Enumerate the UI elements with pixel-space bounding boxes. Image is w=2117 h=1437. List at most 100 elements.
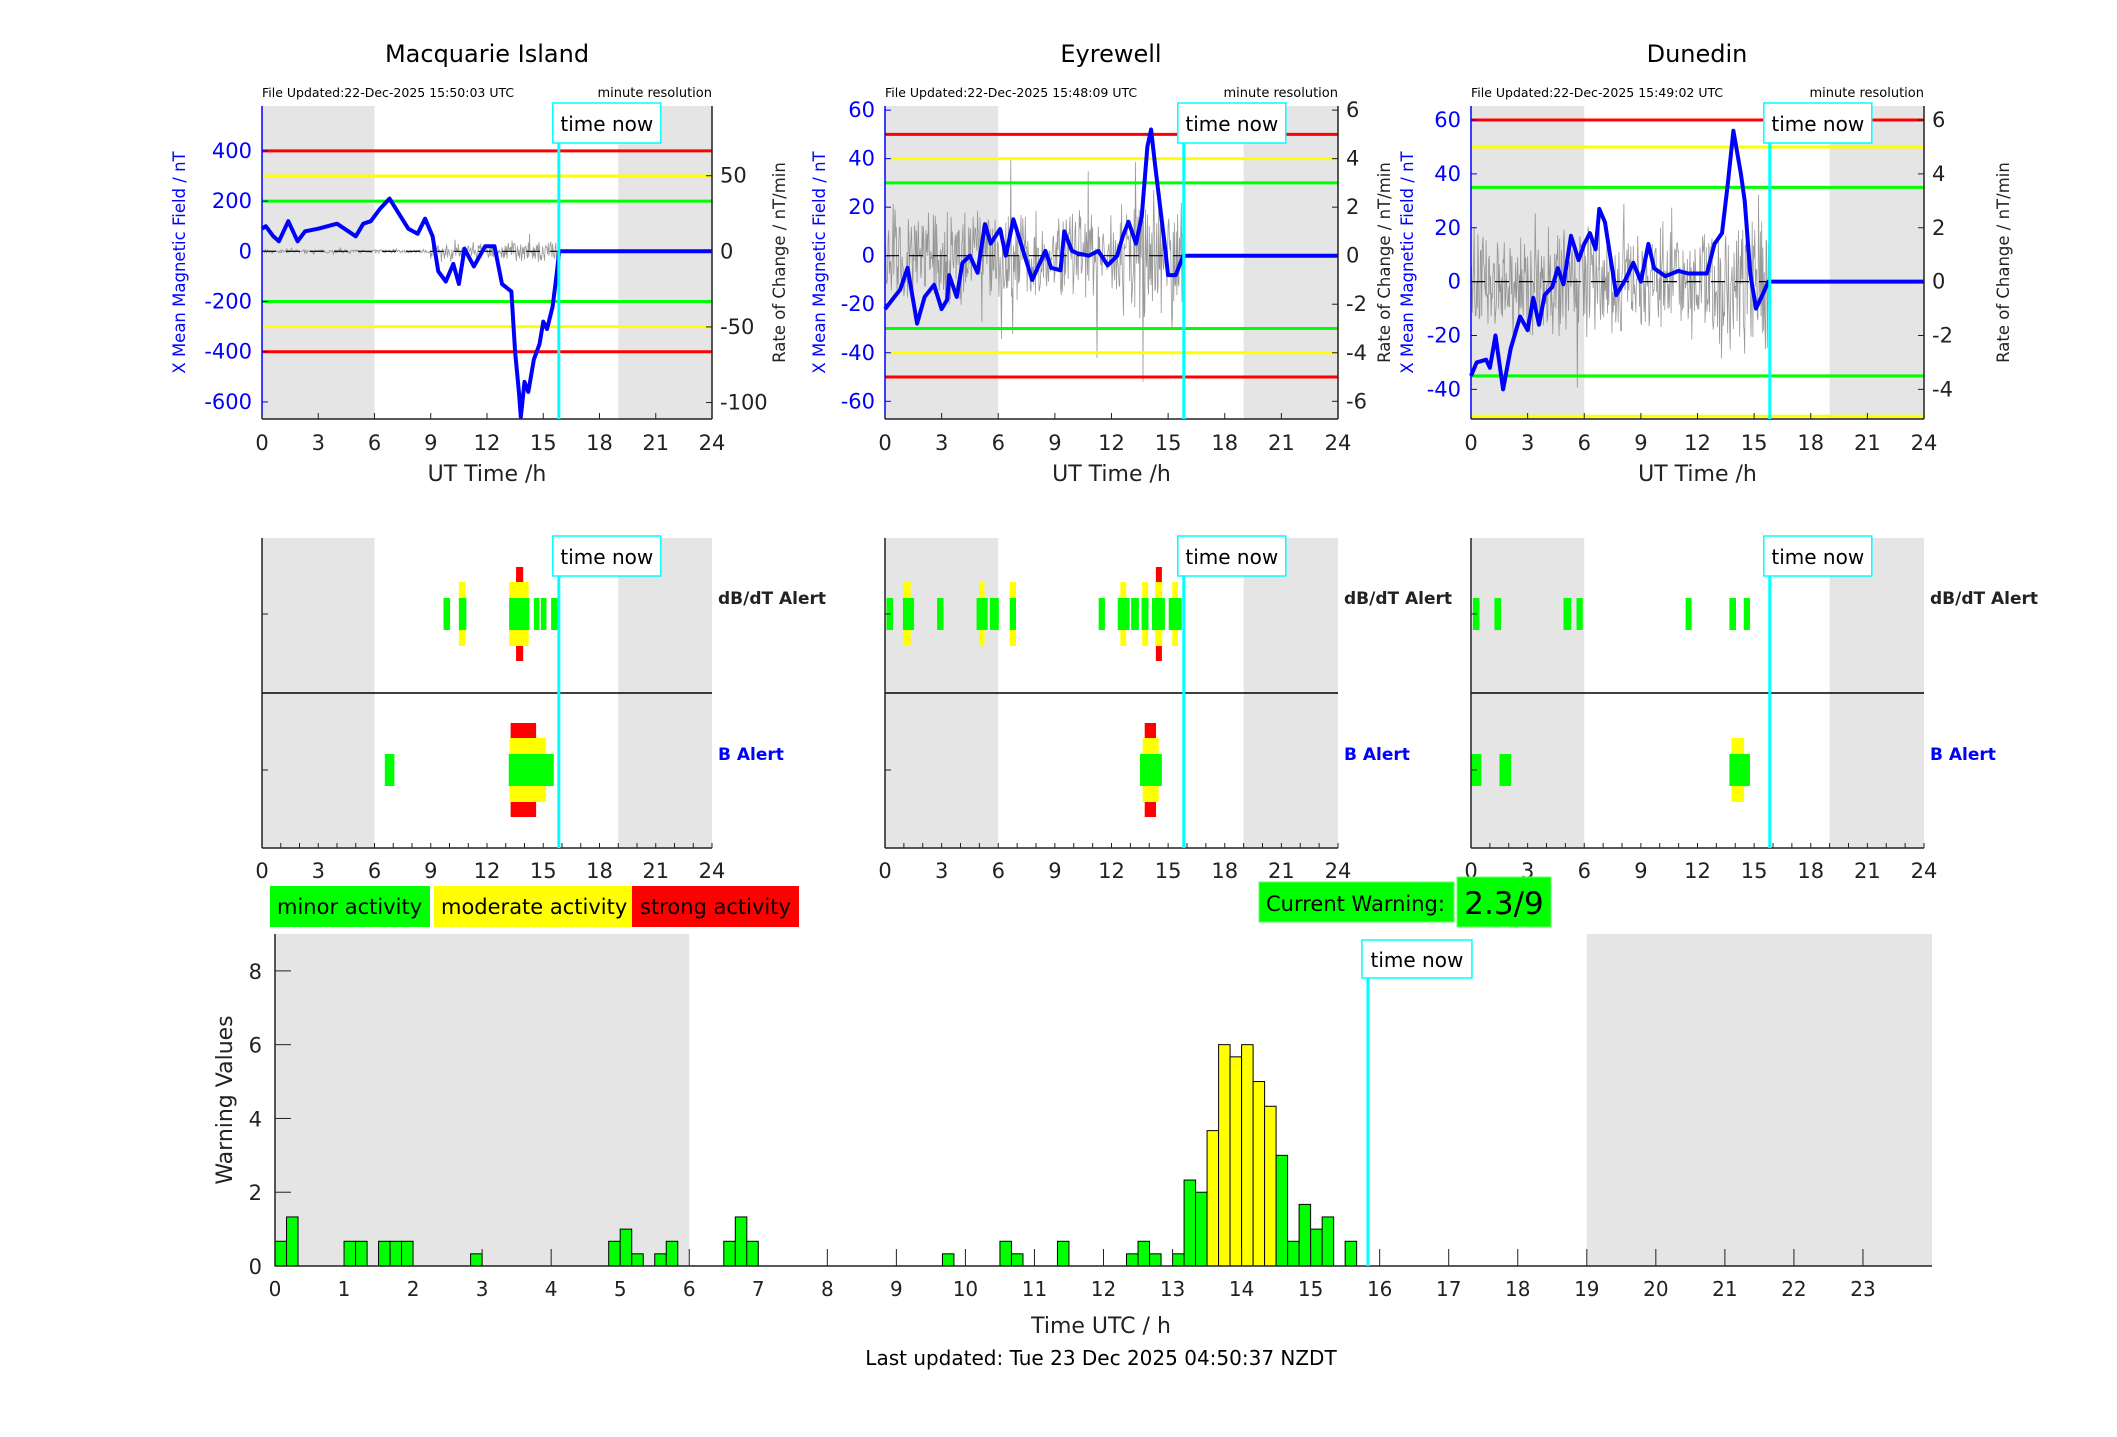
legend-moderate-label: moderate activity (441, 895, 627, 919)
alert-x-tick-label: 15 (1155, 859, 1182, 883)
b-alert-label: B Alert (1344, 745, 1410, 765)
b-alert-label: B Alert (1930, 745, 1996, 765)
warning-bar (1172, 1253, 1185, 1267)
bar-x-tick-label: 12 (1091, 1277, 1116, 1301)
alert-x-tick-label: 3 (935, 859, 948, 883)
time-now-box (1763, 102, 1873, 144)
x-tick-label: 24 (699, 431, 726, 455)
bar-chart-xlabel: Time UTC / h (1030, 1314, 1171, 1339)
left-tick-label: 0 (862, 244, 875, 268)
station-title-macquarie: Macquarie Island (385, 40, 589, 68)
warning-bar (389, 1240, 403, 1267)
left-axis-label: X Mean Magnetic Field / nT (810, 150, 829, 373)
alert-x-tick-label: 6 (992, 859, 1005, 883)
warning-bar (1241, 1044, 1254, 1267)
bar-x-tick-label: 1 (338, 1277, 351, 1301)
alert-x-tick-label: 24 (699, 859, 726, 883)
b-alert-bar-minor (508, 754, 554, 786)
x-tick-label: 6 (992, 431, 1005, 455)
x-tick-label: 24 (1911, 431, 1938, 455)
warning-bar (1056, 1240, 1070, 1267)
left-tick-label: -200 (204, 290, 252, 314)
alert-x-tick-label: 0 (255, 859, 268, 883)
warning-bar (1183, 1179, 1197, 1267)
resolution-text: minute resolution (597, 86, 712, 101)
right-tick-label: -100 (720, 391, 768, 415)
rate-of-change-trace (884, 158, 1184, 382)
x-field-line (883, 127, 1338, 326)
bar-x-tick-label: 18 (1505, 1277, 1530, 1301)
x-tick-label: 0 (255, 431, 268, 455)
alert-panel: 0 3 6 9 12 15 18 21 24 dB/dT Alert B Alert time now (878, 535, 1452, 883)
dbdt-alert-bar-minor (1009, 598, 1016, 630)
warning-bar (631, 1253, 644, 1267)
resolution-text: minute resolution (1809, 86, 1924, 101)
alert-x-tick-label: 15 (530, 859, 557, 883)
alert-x-tick-label: 9 (424, 859, 437, 883)
x-tick-label: 3 (935, 431, 948, 455)
alert-x-tick-label: 21 (642, 859, 669, 883)
dbdt-alert-bar-minor (1743, 598, 1750, 630)
left-tick-label: 40 (848, 147, 875, 171)
bar-x-tick-label: 0 (269, 1277, 282, 1301)
left-tick-label: -20 (1427, 323, 1461, 347)
bar-x-tick-label: 16 (1367, 1277, 1392, 1301)
dbdt-alert-bar-minor (1098, 598, 1105, 630)
left-tick-label: 60 (1434, 108, 1461, 132)
bar-x-tick-label: 19 (1574, 1277, 1599, 1301)
dbdt-alert-bar-minor (1563, 598, 1572, 630)
bar-y-tick-label: 6 (249, 1034, 262, 1058)
warning-bar (343, 1240, 357, 1267)
right-tick-label: 50 (720, 164, 747, 188)
warning-bar (1149, 1253, 1162, 1267)
left-tick-label: 20 (848, 195, 875, 219)
alert-x-tick-label: 0 (878, 859, 891, 883)
alert-x-tick-label: 9 (1634, 859, 1647, 883)
time-now-box (1361, 939, 1473, 979)
time-now-label: time now (560, 545, 653, 569)
warning-bar (401, 1240, 414, 1267)
right-tick-label: -6 (1346, 389, 1367, 413)
bar-y-tick-label: 2 (249, 1181, 262, 1205)
right-axis-label: Rate of Change / nT/min (1994, 162, 2013, 363)
time-now-label: time now (560, 112, 653, 136)
right-tick-label: 0 (720, 239, 733, 263)
station-title-dunedin: Dunedin (1647, 40, 1748, 68)
warning-bar (1252, 1081, 1266, 1267)
warning-bar (1010, 1253, 1024, 1267)
left-tick-label: 40 (1434, 162, 1461, 186)
time-now-box (552, 535, 662, 577)
night-shading (262, 106, 375, 419)
bar-x-tick-label: 13 (1160, 1277, 1185, 1301)
warning-bar (746, 1240, 759, 1267)
bar-y-tick-label: 0 (249, 1255, 262, 1279)
x-axis-label: UT Time /h (428, 462, 547, 487)
station-panel-0: 400 200 0 -200 -400 -600 50 0 -50 -100 0 3 6 9 12 15 18 2… (170, 85, 826, 883)
dbdt-alert-label: dB/dT Alert (1344, 589, 1452, 609)
time-now-box (1763, 535, 1873, 577)
legend-minor-label: minor activity (277, 895, 422, 919)
current-warning: Current Warning: 2.3/9 (1258, 876, 1552, 928)
x-tick-label: 18 (1211, 431, 1238, 455)
bar-y-tick-label: 8 (249, 960, 262, 984)
warning-bar (1344, 1240, 1358, 1267)
dbdt-alert-bar-minor (937, 598, 944, 630)
file-updated-text: File Updated:22-Dec-2025 15:49:02 UTC (1471, 85, 1723, 100)
dbdt-alert-bar-minor (1141, 598, 1149, 630)
left-tick-label: 400 (212, 139, 252, 163)
x-tick-label: 3 (1521, 431, 1534, 455)
last-updated: Last updated: Tue 23 Dec 2025 04:50:37 N… (865, 1346, 1337, 1370)
night-shading (618, 106, 712, 419)
dbdt-alert-bar-minor (989, 598, 999, 630)
warning-bar (654, 1253, 667, 1267)
file-updated-text: File Updated:22-Dec-2025 15:48:09 UTC (885, 85, 1137, 100)
x-tick-label: 18 (586, 431, 613, 455)
night-shading (1829, 106, 1924, 419)
alert-x-tick-label: 9 (1048, 859, 1061, 883)
alert-x-tick-label: 24 (1911, 859, 1938, 883)
bar-y-tick-label: 4 (249, 1107, 262, 1131)
x-tick-label: 3 (312, 431, 325, 455)
left-tick-label: -600 (204, 390, 252, 414)
